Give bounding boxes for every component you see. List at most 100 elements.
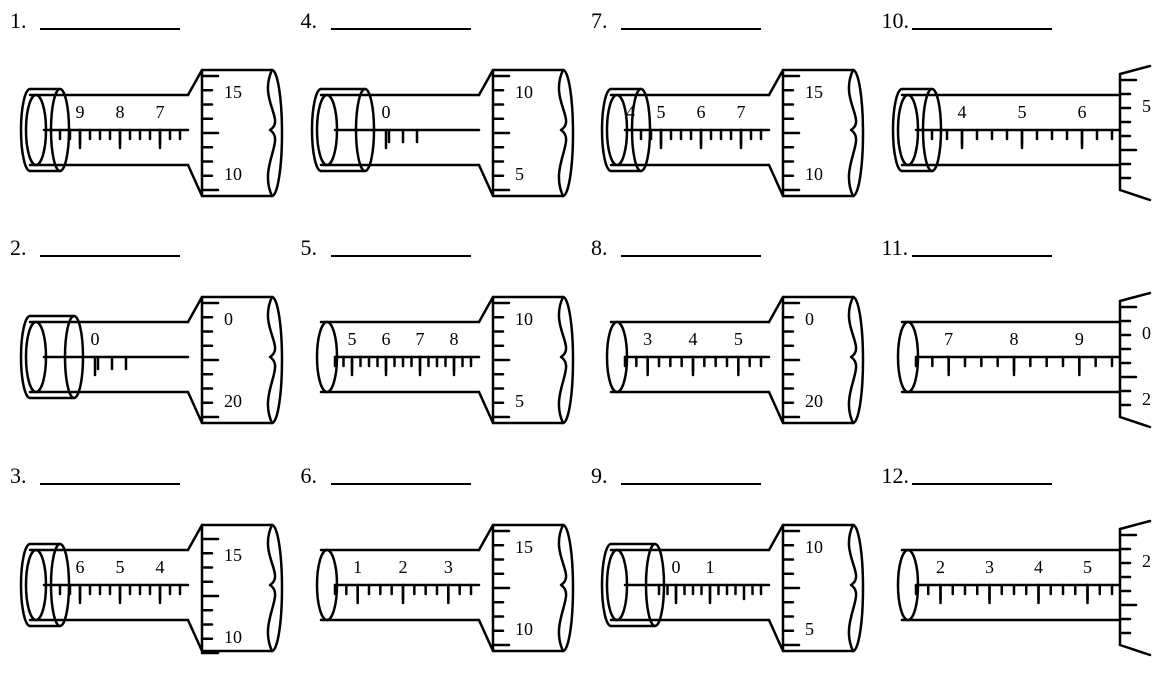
svg-text:7: 7 <box>156 102 165 122</box>
question-number: 2. <box>10 235 27 261</box>
svg-text:5: 5 <box>1083 557 1092 577</box>
svg-text:5: 5 <box>1017 102 1026 122</box>
answer-blank[interactable] <box>40 28 180 30</box>
svg-text:5: 5 <box>347 329 356 349</box>
answer-blank[interactable] <box>40 255 180 257</box>
answer-blank[interactable] <box>912 28 1052 30</box>
svg-text:20: 20 <box>224 391 242 411</box>
micrometer-diagram: 345020 <box>591 277 871 447</box>
question-number: 4. <box>301 8 318 34</box>
svg-text:15: 15 <box>224 545 242 565</box>
svg-text:9: 9 <box>1074 329 1083 349</box>
question-cell: 2. 0 0 20 <box>0 227 291 454</box>
svg-text:2: 2 <box>1142 551 1151 571</box>
micrometer-diagram: 4 5 6 5 <box>882 50 1162 220</box>
svg-text:10: 10 <box>515 619 533 639</box>
answer-blank[interactable] <box>912 483 1052 485</box>
svg-text:0: 0 <box>91 329 100 349</box>
svg-text:10: 10 <box>515 82 533 102</box>
question-cell: 9. 0 1 10 5 <box>581 455 872 682</box>
answer-blank[interactable] <box>621 28 761 30</box>
svg-text:0: 0 <box>672 557 681 577</box>
svg-text:4: 4 <box>156 557 165 577</box>
svg-text:7: 7 <box>415 329 424 349</box>
micrometer-diagram: 6541510 <box>10 505 290 675</box>
svg-text:5: 5 <box>1142 96 1151 116</box>
svg-text:10: 10 <box>805 164 823 184</box>
answer-blank[interactable] <box>912 255 1052 257</box>
answer-blank[interactable] <box>331 483 471 485</box>
svg-text:10: 10 <box>224 164 242 184</box>
svg-text:7: 7 <box>944 329 953 349</box>
svg-text:4: 4 <box>957 102 966 122</box>
question-number: 11. <box>882 235 909 261</box>
svg-text:5: 5 <box>116 557 125 577</box>
question-cell: 10. 4 5 6 5 <box>872 0 1162 227</box>
answer-blank[interactable] <box>331 255 471 257</box>
svg-text:5: 5 <box>734 329 743 349</box>
svg-text:4: 4 <box>689 329 698 349</box>
question-number: 6. <box>301 463 318 489</box>
micrometer-diagram: 23452 <box>882 505 1162 675</box>
svg-text:8: 8 <box>116 102 125 122</box>
svg-text:3: 3 <box>443 557 452 577</box>
svg-text:2: 2 <box>398 557 407 577</box>
svg-text:0: 0 <box>224 309 233 329</box>
answer-blank[interactable] <box>331 28 471 30</box>
svg-text:1: 1 <box>706 557 715 577</box>
micrometer-diagram: 9 8 7 15 10 <box>10 50 290 220</box>
svg-text:9: 9 <box>76 102 85 122</box>
svg-text:5: 5 <box>657 102 666 122</box>
svg-text:3: 3 <box>985 557 994 577</box>
worksheet-page: 1.98715102.00203.65415104.01055.56781056… <box>0 0 1162 682</box>
svg-text:6: 6 <box>1077 102 1086 122</box>
svg-text:0: 0 <box>1142 323 1151 343</box>
question-number: 7. <box>591 8 608 34</box>
svg-text:5: 5 <box>515 164 524 184</box>
question-cell: 7.56741510 <box>581 0 872 227</box>
question-cell: 5. 5 6 7 8 10 5 <box>291 227 582 454</box>
question-number: 1. <box>10 8 27 34</box>
svg-text:2: 2 <box>1142 389 1151 409</box>
svg-text:10: 10 <box>805 537 823 557</box>
answer-blank[interactable] <box>40 483 180 485</box>
micrometer-diagram: 0 0 20 <box>10 277 290 447</box>
svg-text:4: 4 <box>626 102 635 122</box>
svg-text:0: 0 <box>381 102 390 122</box>
question-cell: 4. 0 10 5 <box>291 0 582 227</box>
question-number: 10. <box>882 8 910 34</box>
micrometer-diagram: 0 10 5 <box>301 50 581 220</box>
answer-blank[interactable] <box>621 483 761 485</box>
svg-text:10: 10 <box>515 309 533 329</box>
micrometer-diagram: 7 8 9 0 2 <box>882 277 1162 447</box>
svg-text:15: 15 <box>224 82 242 102</box>
question-cell: 11. 7 8 9 0 2 <box>872 227 1162 454</box>
svg-text:5: 5 <box>515 391 524 411</box>
micrometer-grid: 1.98715102.00203.65415104.01055.56781056… <box>0 0 1162 682</box>
svg-text:8: 8 <box>1009 329 1018 349</box>
question-number: 5. <box>301 235 318 261</box>
question-cell: 6. 1 2 3 15 10 <box>291 455 582 682</box>
question-number: 8. <box>591 235 608 261</box>
svg-text:5: 5 <box>805 619 814 639</box>
svg-text:1: 1 <box>353 557 362 577</box>
svg-text:6: 6 <box>381 329 390 349</box>
question-cell: 8.345020 <box>581 227 872 454</box>
svg-text:15: 15 <box>515 537 533 557</box>
svg-text:20: 20 <box>805 391 823 411</box>
question-number: 3. <box>10 463 27 489</box>
svg-text:8: 8 <box>449 329 458 349</box>
question-cell: 12.23452 <box>872 455 1162 682</box>
svg-text:6: 6 <box>697 102 706 122</box>
question-number: 9. <box>591 463 608 489</box>
question-cell: 1. 9 8 7 15 10 <box>0 0 291 227</box>
question-cell: 3.6541510 <box>0 455 291 682</box>
question-number: 12. <box>882 463 910 489</box>
svg-text:4: 4 <box>1034 557 1043 577</box>
micrometer-diagram: 5 6 7 8 10 5 <box>301 277 581 447</box>
svg-text:10: 10 <box>224 627 242 647</box>
svg-text:7: 7 <box>737 102 746 122</box>
answer-blank[interactable] <box>621 255 761 257</box>
micrometer-diagram: 1 2 3 15 10 <box>301 505 581 675</box>
micrometer-diagram: 56741510 <box>591 50 871 220</box>
